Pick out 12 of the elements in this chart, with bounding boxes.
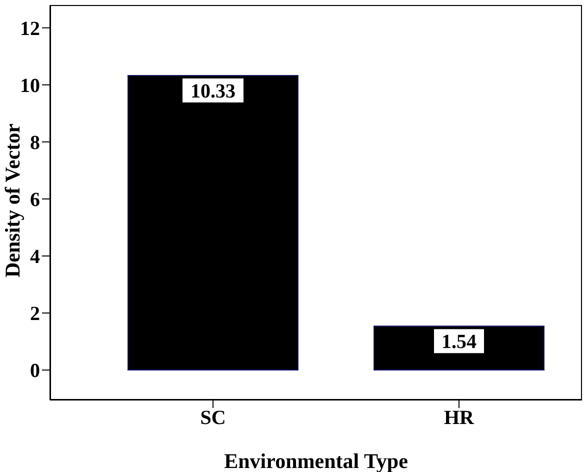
y-tick-label: 4	[30, 246, 40, 268]
x-tick-label: HR	[444, 407, 475, 430]
data-label: 1.54	[442, 331, 476, 354]
y-tick-label: 8	[30, 132, 40, 154]
y-axis-title: Density of Vector	[0, 124, 24, 278]
y-tick-label: 12	[20, 18, 40, 40]
data-label: 10.33	[190, 80, 236, 102]
y-tick-label: 0	[30, 360, 40, 382]
y-tick-label: 2	[30, 303, 40, 326]
y-tick-label: 6	[30, 189, 40, 212]
y-tick-label: 10	[20, 74, 40, 97]
x-tick-label: SC	[200, 407, 226, 430]
